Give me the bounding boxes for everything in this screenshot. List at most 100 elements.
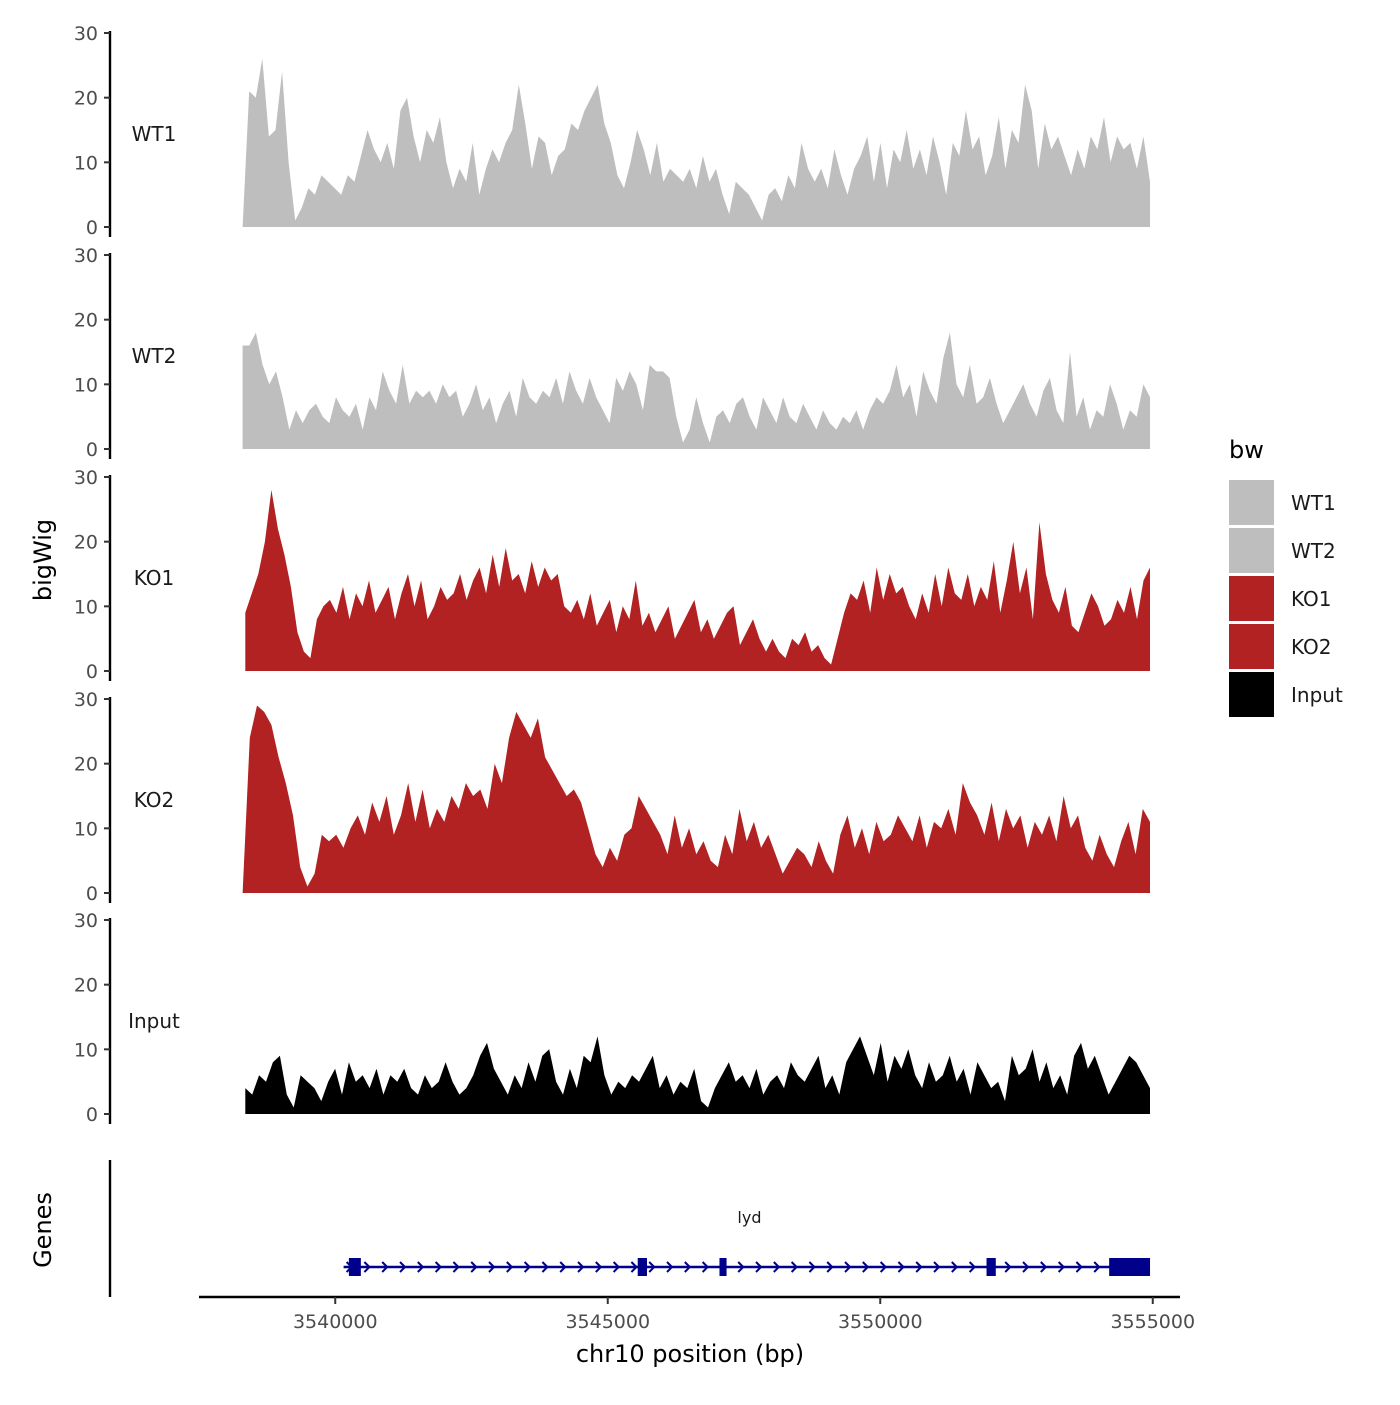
strand-arrow [434,1261,443,1273]
strand-arrow [933,1261,941,1273]
legend-title: bw [1229,436,1264,464]
legend: bw WT1 WT2 KO1 KO2 Input [1229,436,1343,717]
exon [1109,1258,1151,1276]
y-tick-label: 10 [74,1039,98,1061]
track-label-ko2: KO2 [134,788,175,812]
strand-arrow [968,1261,977,1273]
strand-arrow [1040,1261,1048,1273]
strand-arrow [506,1261,514,1273]
legend-label-wt2: WT2 [1291,539,1336,563]
y-tick-label: 10 [74,152,98,174]
strand-arrow [951,1261,959,1273]
strand-arrow [417,1261,425,1273]
area-input [245,1036,1151,1114]
track-ko1: KO1 [134,489,1151,671]
y-tick-label: 30 [74,467,98,489]
legend-label-ko2: KO2 [1291,635,1332,659]
strand-arrow [452,1261,460,1273]
track-label-wt1: WT1 [132,122,177,146]
y-tick-label: 30 [74,689,98,711]
exon [719,1258,727,1276]
y-tick-label: 0 [86,661,98,683]
y-tick-label: 10 [74,596,98,618]
strand-arrow [381,1261,389,1273]
track-label-ko1: KO1 [134,566,175,590]
genes-axis-title: Genes [29,1192,57,1268]
legend-key-ko2 [1229,624,1274,669]
legend-key-wt1 [1229,480,1274,525]
gene-layer: lyd [343,1208,1151,1276]
strand-arrow [879,1261,888,1273]
axes-layer: 0 10 20 30 0 10 20 30 0 10 20 30 0 10 20 30 0 10 20 30 35400… [74,23,1195,1333]
legend-key-wt2 [1229,528,1274,573]
strand-arrow [523,1261,532,1273]
legend-label-input: Input [1291,683,1343,707]
strand-arrow [595,1261,603,1273]
y-tick-label: 0 [86,1104,98,1126]
strand-arrow [790,1261,799,1273]
legend-label-ko1: KO1 [1291,587,1332,611]
exon [637,1258,647,1276]
y-tick-label: 20 [74,310,98,332]
tracks-layer: WT1 WT2 KO1 KO2 Input [128,58,1151,1114]
strand-arrow [897,1261,905,1273]
y-tick-label: 10 [74,818,98,840]
strand-arrow [1004,1261,1012,1273]
strand-arrow [1057,1261,1066,1273]
y-tick-label: 20 [74,88,98,110]
strand-arrow [1093,1261,1101,1273]
strand-arrow [862,1261,870,1273]
legend-key-ko1 [1229,576,1274,621]
y-tick-label: 30 [74,245,98,267]
track-label-wt2: WT2 [132,344,177,368]
track-wt2: WT2 [132,332,1151,449]
y-tick-label: 30 [74,910,98,932]
strand-arrow [915,1261,923,1273]
area-ko1 [245,489,1151,671]
strand-arrow [737,1261,745,1273]
track-input: Input [128,1009,1151,1114]
x-tick-label: 3545000 [565,1311,650,1333]
y-tick-label: 0 [86,217,98,239]
y-tick-label: 20 [74,754,98,776]
strand-arrow [559,1261,567,1273]
y-axis-title: bigWig [29,519,57,601]
strand-arrow [612,1261,621,1273]
strand-arrow [844,1261,852,1273]
strand-arrow [648,1261,656,1273]
strand-arrow [363,1261,371,1273]
legend-key-input [1229,672,1274,717]
strand-arrow [399,1261,407,1273]
track-wt1: WT1 [132,58,1151,228]
strand-arrow [577,1261,585,1273]
track-label-input: Input [128,1009,180,1033]
strand-arrow [826,1261,834,1273]
x-tick-label: 3540000 [293,1311,378,1333]
strand-arrow [666,1261,674,1273]
gene-name-label: lyd [737,1208,761,1227]
area-wt2 [242,332,1151,449]
x-tick-label: 3555000 [1110,1311,1195,1333]
strand-arrow [701,1261,710,1273]
strand-arrow [470,1261,478,1273]
legend-label-wt1: WT1 [1291,491,1336,515]
y-tick-label: 0 [86,883,98,905]
track-ko2: KO2 [134,705,1151,893]
strand-arrow [773,1261,781,1273]
x-tick-label: 3550000 [838,1311,923,1333]
strand-arrow [1075,1261,1083,1273]
strand-arrow [630,1261,638,1273]
exon [986,1258,996,1276]
strand-arrow [755,1261,763,1273]
area-ko2 [242,705,1151,893]
strand-arrow [684,1261,692,1273]
strand-arrow [808,1261,816,1273]
strand-arrow [488,1261,496,1273]
strand-arrow [1022,1261,1030,1273]
exon [348,1258,361,1276]
strand-arrow [541,1261,549,1273]
x-axis-title: chr10 position (bp) [576,1340,804,1368]
area-wt1 [242,58,1151,228]
